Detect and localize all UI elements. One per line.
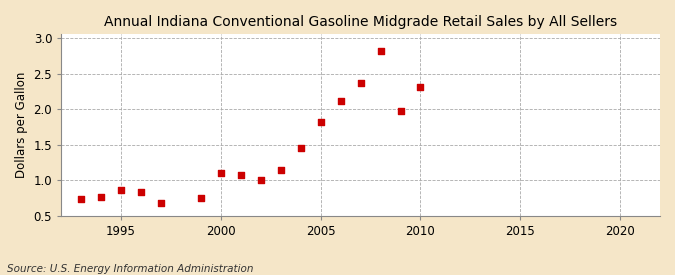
Point bbox=[355, 81, 366, 85]
Point bbox=[415, 85, 426, 89]
Point bbox=[115, 188, 126, 192]
Point bbox=[96, 194, 107, 199]
Point bbox=[275, 167, 286, 172]
Point bbox=[76, 197, 86, 201]
Point bbox=[335, 98, 346, 103]
Title: Annual Indiana Conventional Gasoline Midgrade Retail Sales by All Sellers: Annual Indiana Conventional Gasoline Mid… bbox=[104, 15, 617, 29]
Y-axis label: Dollars per Gallon: Dollars per Gallon bbox=[15, 72, 28, 178]
Point bbox=[315, 120, 326, 124]
Point bbox=[375, 49, 386, 54]
Point bbox=[156, 201, 167, 205]
Point bbox=[296, 146, 306, 150]
Point bbox=[395, 109, 406, 114]
Point bbox=[236, 173, 246, 178]
Point bbox=[255, 178, 266, 183]
Text: Source: U.S. Energy Information Administration: Source: U.S. Energy Information Administ… bbox=[7, 264, 253, 274]
Point bbox=[215, 170, 226, 175]
Point bbox=[136, 189, 146, 194]
Point bbox=[196, 196, 207, 200]
